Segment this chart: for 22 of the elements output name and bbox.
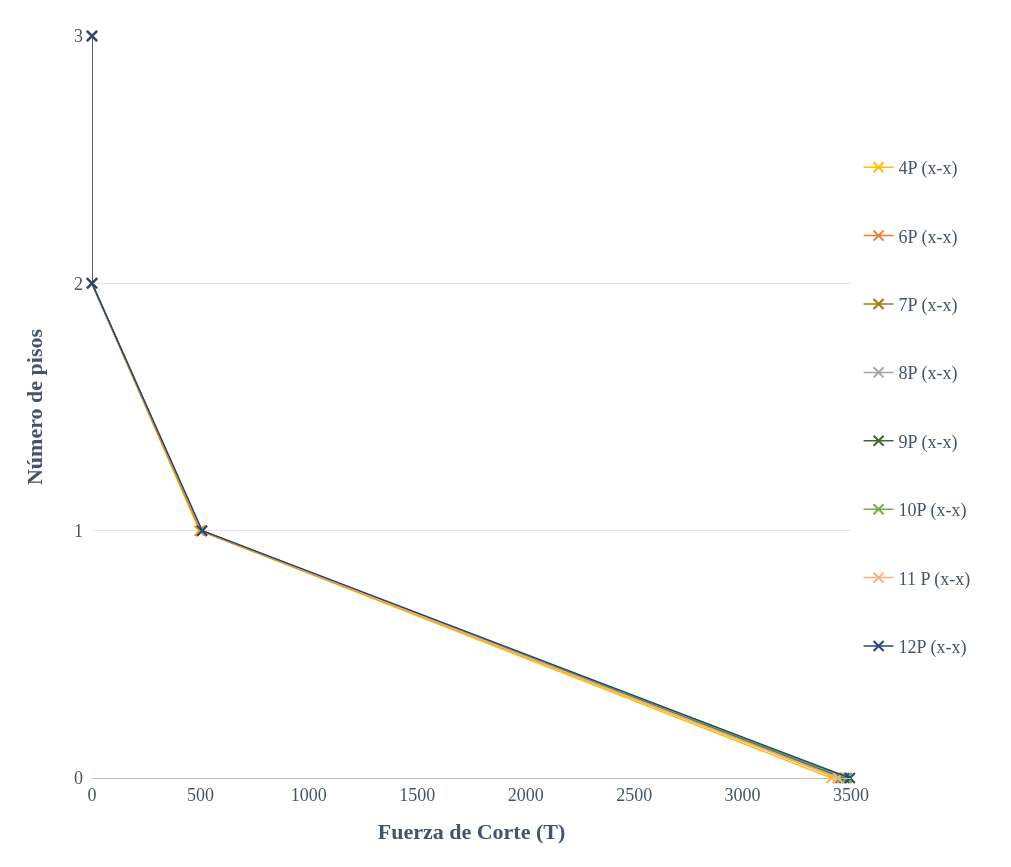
x-tick-label: 2500 [616,784,653,805]
x-tick-label: 0 [87,784,97,805]
legend-label: 11 P (x-x) [898,568,971,590]
y-axis-title: Número de pisos [21,328,47,486]
legend-label: 8P (x-x) [898,363,958,385]
x-tick-label: 500 [186,784,214,805]
legend-label: 12P (x-x) [898,637,967,659]
y-tick-label: 2 [74,273,83,294]
legend-label: 9P (x-x) [898,431,958,453]
x-axis-title: Fuerza de Corte (T) [377,819,566,845]
y-tick-label: 0 [74,768,83,789]
legend-label: 10P (x-x) [898,500,967,522]
x-tick-label: 1500 [399,784,436,805]
legend-label: 7P (x-x) [898,295,958,317]
y-tick-label: 1 [74,520,83,541]
x-tick-label: 3500 [833,784,869,805]
x-tick-label: 1000 [290,784,327,805]
x-tick-label: 3000 [724,784,761,805]
legend-label: 6P (x-x) [898,226,958,248]
y-tick-label: 3 [74,26,83,47]
legend-label: 4P (x-x) [898,158,958,180]
x-tick-label: 2000 [507,784,544,805]
